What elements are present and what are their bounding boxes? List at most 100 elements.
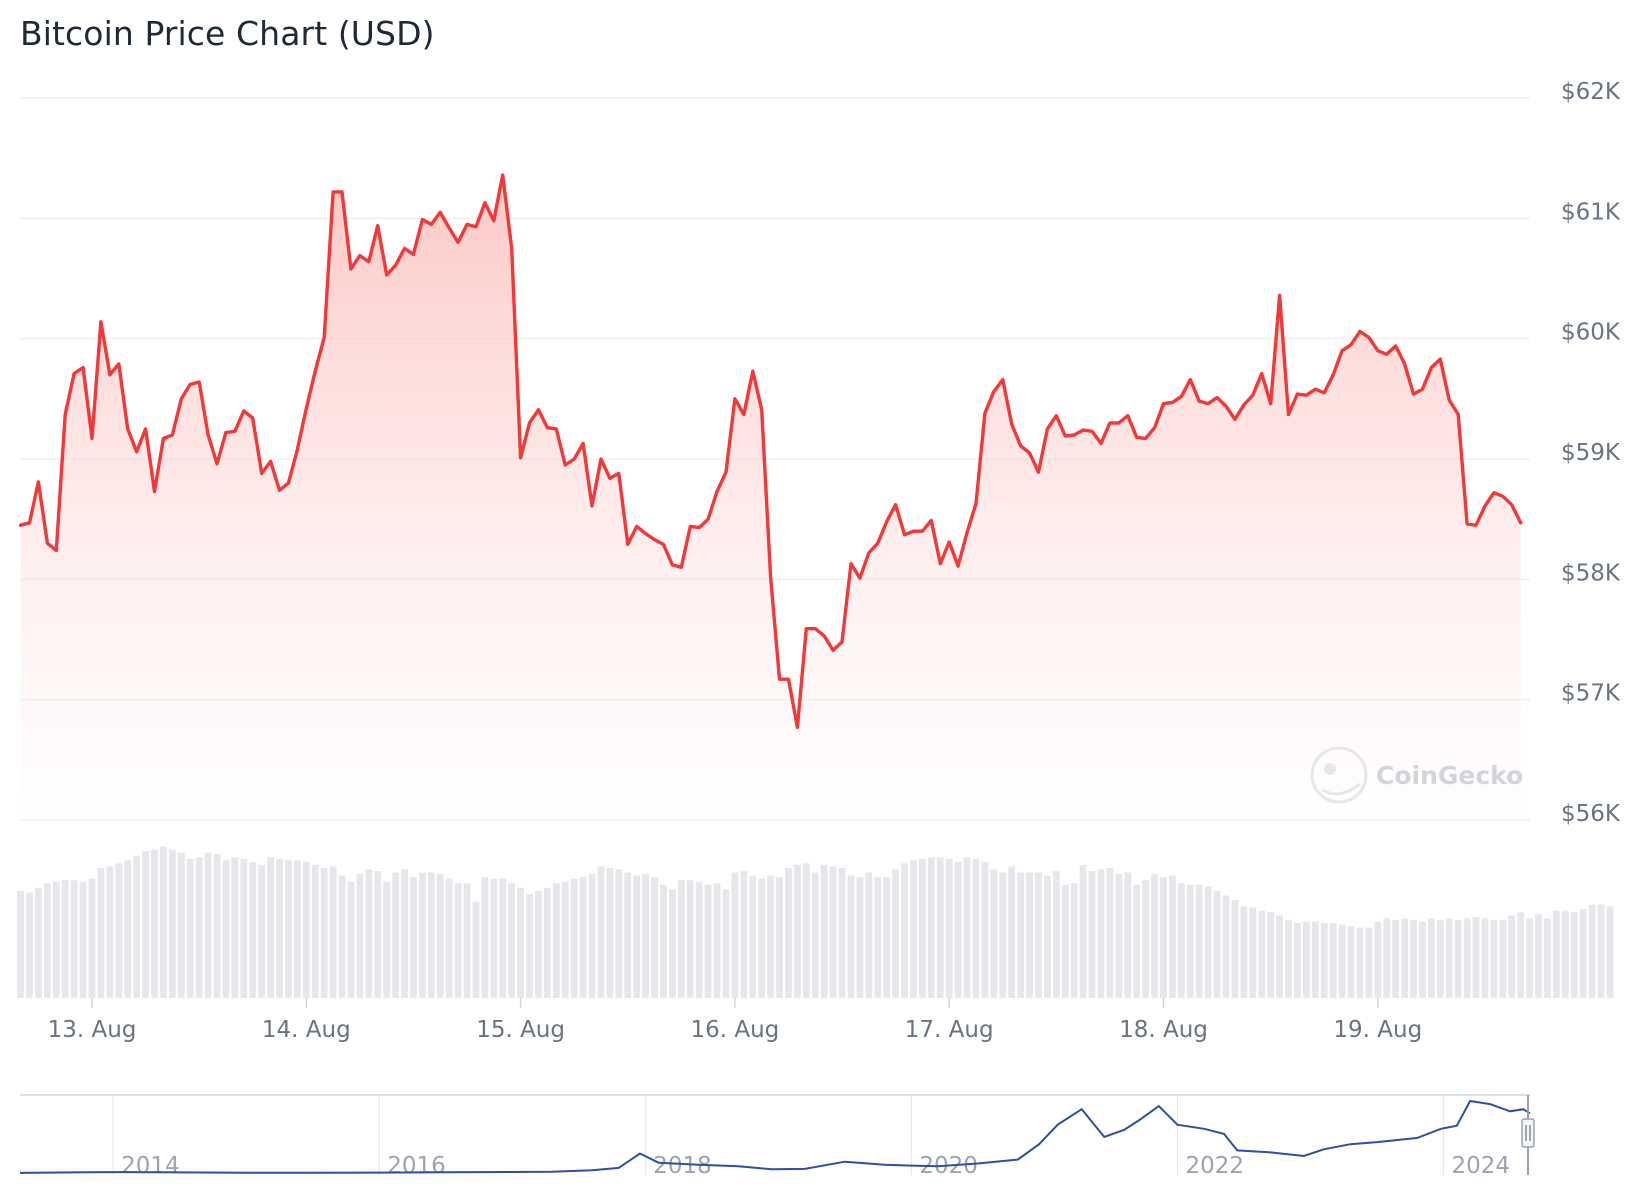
volume-bar xyxy=(785,867,792,998)
volume-bar xyxy=(1088,871,1096,998)
volume-bar xyxy=(1133,884,1141,998)
volume-bar xyxy=(820,864,828,998)
volume-bar xyxy=(1481,918,1489,998)
volume-bar xyxy=(919,858,926,998)
volume-bar xyxy=(1222,895,1230,998)
volume-bar xyxy=(561,881,569,998)
volume-bar xyxy=(133,855,141,998)
volume-bar xyxy=(758,878,766,998)
coingecko-watermark: CoinGecko xyxy=(1310,746,1523,804)
volume-bar xyxy=(1294,923,1301,998)
volume-bar xyxy=(1249,907,1257,998)
volume-bar xyxy=(1267,912,1275,998)
volume-bar xyxy=(526,893,533,998)
volume-bar xyxy=(1392,919,1400,998)
volume-bar xyxy=(213,854,221,998)
volume-bar xyxy=(1544,918,1551,998)
price-area-fill xyxy=(20,175,1521,820)
volume-bar xyxy=(258,864,266,998)
volume-bar xyxy=(954,861,962,998)
volume-bar xyxy=(276,858,283,998)
volume-bar xyxy=(267,857,274,998)
volume-bar xyxy=(1070,883,1078,998)
volume-bar xyxy=(794,864,801,998)
volume-bar xyxy=(731,872,739,998)
volume-bar xyxy=(1151,874,1158,998)
volume-bar xyxy=(767,875,775,998)
volume-bar xyxy=(749,875,757,998)
volume-bar xyxy=(1124,872,1132,998)
volume-bar xyxy=(222,860,230,998)
volume-bar xyxy=(1570,912,1578,998)
volume-bar xyxy=(231,857,239,998)
volume-bar xyxy=(195,857,203,998)
volume-bar xyxy=(686,880,694,998)
watermark-text: CoinGecko xyxy=(1376,761,1523,790)
volume-bar xyxy=(972,858,980,998)
volume-bar xyxy=(633,875,641,998)
volume-bar xyxy=(1240,906,1248,998)
volume-bar xyxy=(79,881,87,998)
volume-bar xyxy=(249,861,257,998)
volume-bar xyxy=(88,878,96,998)
volume-bar xyxy=(338,875,346,998)
volume-bar xyxy=(356,874,364,998)
volume-bar xyxy=(990,869,998,998)
volume-bar xyxy=(115,863,123,998)
volume-bar xyxy=(1463,918,1471,998)
volume-bar xyxy=(668,889,676,998)
volume-bar xyxy=(454,883,462,998)
price-line xyxy=(18,173,1523,729)
x-tick-label: 17. Aug xyxy=(905,1017,994,1043)
volume-bar xyxy=(1079,864,1087,998)
volume-bar xyxy=(1231,900,1239,998)
volume-bar xyxy=(1142,880,1150,998)
volume-bar xyxy=(1338,924,1346,998)
volume-bar xyxy=(320,867,328,998)
volume-bar xyxy=(535,890,542,998)
volume-bar xyxy=(347,881,355,998)
volume-bar xyxy=(963,857,971,998)
range-navigator[interactable]: 2014 2016 2018 2020 2022 2024 xyxy=(19,1094,1535,1179)
navigator-drag-handle[interactable] xyxy=(1521,1118,1535,1148)
volume-bar xyxy=(1579,909,1587,998)
volume-bar xyxy=(1195,884,1203,998)
volume-bar xyxy=(1213,890,1221,998)
volume-bar xyxy=(1499,919,1507,998)
volume-bar xyxy=(910,860,917,998)
volume-bar xyxy=(1204,886,1212,998)
volume-bar xyxy=(1472,916,1480,998)
volume-bar xyxy=(481,877,489,998)
volume-bar xyxy=(1436,919,1444,998)
volume-bar xyxy=(1320,923,1328,998)
price-series-line xyxy=(18,173,1523,729)
gecko-eye-icon xyxy=(1324,763,1336,775)
x-tick-label: 19. Aug xyxy=(1333,1017,1422,1043)
volume-bar xyxy=(1490,919,1498,998)
volume-bar xyxy=(1588,904,1596,998)
gecko-mouth-icon xyxy=(1321,782,1361,796)
volume-bar xyxy=(26,892,33,998)
volume-bar xyxy=(1419,921,1426,998)
volume-bar xyxy=(1365,927,1373,998)
volume-bar xyxy=(651,877,658,998)
volume-bar xyxy=(1177,883,1185,998)
volume-bar xyxy=(624,872,632,998)
volume-bar xyxy=(981,861,989,998)
volume-bar xyxy=(1115,874,1123,998)
volume-bar xyxy=(445,878,453,998)
volume-bar xyxy=(1052,871,1060,998)
volume-bar xyxy=(160,846,167,998)
volume-bar xyxy=(1445,918,1453,998)
volume-bar xyxy=(1561,910,1569,998)
volume-bar xyxy=(1285,919,1292,998)
volume-bar xyxy=(401,869,408,998)
navigator-year-label: 2022 xyxy=(1185,1153,1244,1179)
volume-bars xyxy=(17,846,1614,998)
volume-bar xyxy=(1017,872,1025,998)
volume-bar xyxy=(463,883,471,998)
volume-bar xyxy=(383,881,391,998)
volume-bar xyxy=(1169,875,1176,998)
x-axis: 13. Aug 14. Aug 15. Aug 16. Aug 17. Aug 18. A… xyxy=(48,998,1422,1043)
